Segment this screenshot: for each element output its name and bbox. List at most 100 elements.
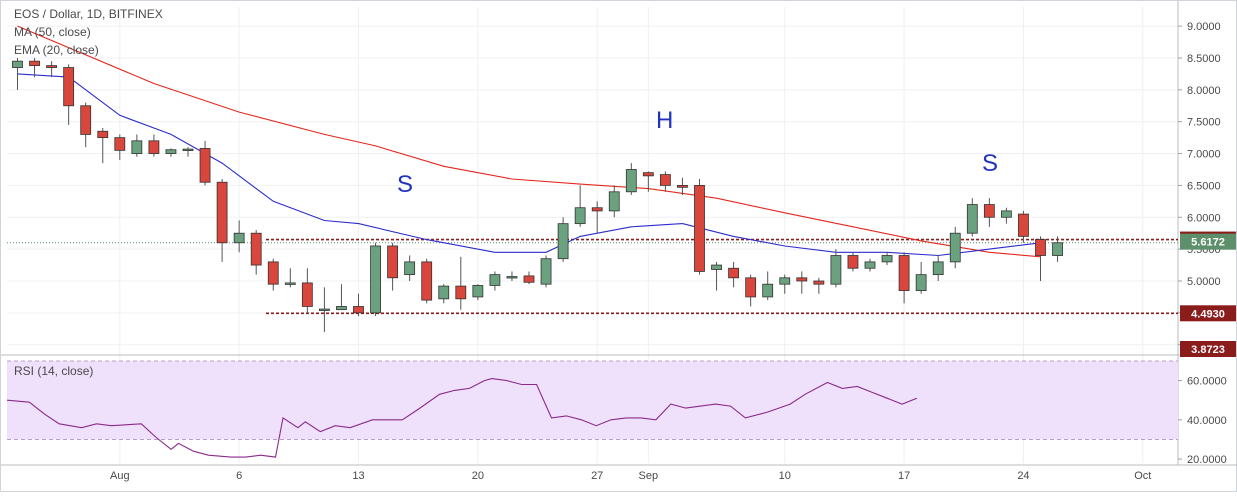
candle-up-body — [949, 232, 961, 263]
candle-up-body — [404, 261, 416, 276]
candle-up-body — [131, 140, 143, 154]
x-tick-label: Aug — [110, 470, 130, 482]
grid — [7, 7, 1178, 463]
candle — [1052, 236, 1063, 262]
candle — [591, 201, 603, 234]
candle-down-body — [199, 148, 211, 183]
candle-up-body — [233, 232, 245, 244]
candle — [1018, 210, 1029, 243]
candle — [489, 271, 501, 291]
candle-down-body — [301, 282, 313, 307]
candle — [540, 255, 552, 288]
candle-down-body — [250, 232, 262, 266]
candle-down-body — [796, 277, 808, 282]
candle — [353, 293, 364, 317]
y-tick-label: 8.0000 — [1187, 85, 1221, 97]
candle — [762, 271, 774, 301]
candle-up-body — [574, 207, 586, 225]
candle-up-body — [915, 274, 927, 291]
candle — [642, 171, 654, 192]
candle-up-body — [557, 223, 569, 260]
candle — [660, 171, 671, 192]
candle — [131, 134, 143, 157]
candle-down-body — [97, 130, 109, 139]
candle-up-body — [1001, 210, 1012, 218]
rsi-tick-label: 40.0000 — [1187, 415, 1227, 427]
rsi-legend: RSI (14, close) — [14, 364, 94, 378]
candle — [421, 258, 433, 304]
head-label: H — [656, 107, 674, 134]
candle — [523, 271, 535, 285]
candle — [387, 242, 399, 291]
axes: Aug 6 13 20 27 Sep 10 17 24 Oct 9.0000 8.5000 8.0000… — [110, 21, 1236, 482]
candle-up-body — [864, 261, 876, 269]
y-tick-label: 9.0000 — [1187, 21, 1221, 33]
candle-down-body — [660, 174, 671, 186]
y-tick-label: 7.0000 — [1187, 149, 1221, 161]
candle — [284, 268, 296, 288]
candle-down-body — [642, 172, 654, 177]
candle-up-body — [540, 258, 552, 285]
candle — [949, 226, 961, 269]
candle-up-body — [370, 245, 381, 314]
candle — [677, 177, 688, 195]
candle — [932, 255, 944, 281]
candle — [557, 217, 569, 262]
x-tick-label: 17 — [898, 470, 910, 482]
y-tick-label: 8.5000 — [1187, 53, 1221, 65]
candle-up-body — [1052, 242, 1063, 256]
candle — [216, 179, 228, 262]
candle-down-body — [847, 255, 859, 269]
candle-down-body — [813, 280, 825, 285]
candle — [455, 256, 467, 310]
candle-down-body — [46, 65, 57, 68]
price-badge-bg — [1180, 305, 1236, 322]
candle-up-body — [438, 285, 450, 300]
candle — [864, 258, 876, 272]
price-badge-bg — [1180, 233, 1236, 250]
candle — [608, 185, 620, 218]
ema20-line — [17, 73, 1041, 257]
candle — [881, 252, 893, 266]
candle-down-body — [898, 255, 910, 291]
candle-up-body — [881, 255, 893, 263]
candle-up-body — [711, 264, 722, 270]
candle-up-body — [625, 169, 637, 193]
ma-legend: MA (50, close) — [14, 25, 91, 39]
candle — [796, 271, 808, 294]
candle-down-body — [353, 306, 364, 314]
candle — [336, 284, 347, 311]
candle — [966, 198, 978, 237]
candle — [182, 147, 194, 157]
price-level-lines — [7, 238, 1178, 315]
candle-up-body — [830, 255, 842, 285]
price-badge-text: 3.8723 — [1191, 344, 1225, 356]
candles — [12, 57, 1063, 332]
candle — [267, 258, 279, 291]
candle-up-body — [506, 276, 518, 279]
price-badge: 3.8723 — [1180, 341, 1236, 357]
candle — [318, 287, 330, 332]
candle — [745, 274, 757, 307]
candle — [983, 198, 995, 227]
x-tick-label: Oct — [1134, 470, 1151, 482]
candle — [370, 242, 381, 317]
candle-up-body — [608, 191, 620, 212]
candle-down-body — [523, 275, 535, 283]
candle — [1001, 207, 1012, 224]
candle — [438, 284, 450, 304]
x-tick-label: 10 — [779, 470, 791, 482]
candle-down-body — [148, 140, 160, 154]
candle — [711, 261, 722, 291]
candle-up-body — [966, 204, 978, 234]
candle — [63, 64, 75, 125]
rsi-line — [6, 378, 918, 458]
candle-down-body — [80, 105, 92, 135]
candle-down-body — [421, 261, 433, 301]
chart-title: EOS / Dollar, 1D, BITFINEX — [14, 7, 163, 21]
candle — [199, 140, 211, 186]
candle-up-body — [182, 148, 194, 151]
candle — [898, 252, 910, 304]
